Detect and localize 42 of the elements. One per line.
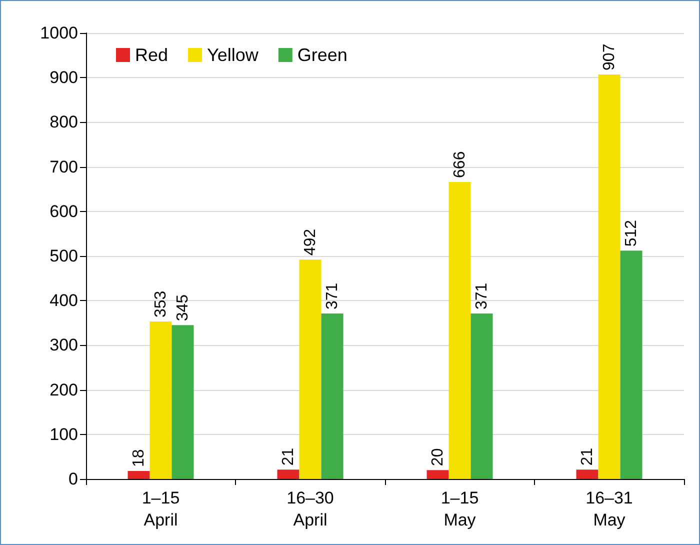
- bar: [598, 74, 620, 479]
- y-tick-label: 1000: [40, 24, 78, 42]
- bar: [448, 182, 471, 479]
- data-label: 20: [429, 448, 446, 466]
- y-tick-label: 400: [50, 291, 78, 310]
- y-tick-label: 0: [68, 470, 78, 488]
- y-tick-label: 700: [50, 157, 78, 176]
- bar: [321, 314, 344, 479]
- data-label: 666: [451, 151, 468, 178]
- data-label: 371: [324, 282, 341, 310]
- y-tick-label: 500: [50, 246, 78, 266]
- bar: [299, 260, 322, 479]
- data-label: 907: [600, 44, 618, 70]
- y-tick-label: 900: [50, 68, 78, 88]
- y-tick-label: 100: [50, 424, 78, 444]
- bar: [620, 250, 642, 479]
- legend-label: Green: [297, 45, 348, 65]
- bar: [172, 325, 194, 479]
- data-label: 345: [174, 294, 192, 322]
- bar: [576, 470, 598, 479]
- x-tick-label: 16–30 April: [286, 488, 334, 530]
- y-tick-label: 300: [50, 336, 78, 355]
- data-label: 21: [280, 448, 297, 466]
- y-tick-label: 600: [50, 202, 78, 221]
- legend-label: Red: [135, 45, 168, 65]
- data-label: 18: [130, 449, 148, 467]
- data-label: 512: [622, 220, 640, 247]
- x-tick-label: 16–31 May: [586, 488, 633, 530]
- data-label: 371: [473, 282, 490, 310]
- data-label: 21: [578, 448, 596, 466]
- legend-label: Yellow: [207, 45, 260, 65]
- bar: [426, 470, 449, 479]
- x-tick-label: 1–15 April: [142, 488, 180, 530]
- y-tick-label: 800: [50, 112, 78, 132]
- y-tick-label: 200: [50, 380, 78, 400]
- bar: [128, 470, 150, 479]
- bar: [277, 470, 300, 479]
- data-label: 492: [302, 228, 319, 256]
- bar: [150, 322, 172, 479]
- x-tick-label: 1–15 May: [440, 488, 479, 530]
- data-label: 353: [152, 290, 170, 318]
- bar: [470, 314, 493, 479]
